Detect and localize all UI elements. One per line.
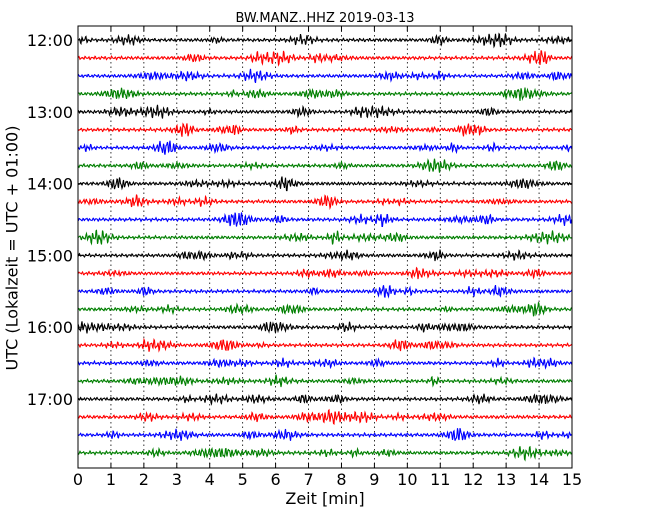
x-tick-label: 10 xyxy=(397,470,417,489)
x-tick-label: 0 xyxy=(73,470,83,489)
axis-ticks xyxy=(77,26,573,468)
trace-line xyxy=(77,302,573,317)
trace-line xyxy=(77,445,573,462)
tick-labels: 0 1 2 3 4 5 6 7 8 9 10 11 12 13 14 1512:0013:0014:0015:… xyxy=(27,31,582,489)
y-tick-label: 17:00 xyxy=(27,390,73,409)
x-tick-label: 2 xyxy=(139,470,149,489)
x-tick-label: 9 xyxy=(369,470,379,489)
trace-line xyxy=(77,176,573,192)
x-tick-label: 8 xyxy=(336,470,346,489)
trace-line xyxy=(77,122,573,137)
x-tick-label: 3 xyxy=(172,470,182,489)
y-tick-label: 16:00 xyxy=(27,318,73,337)
trace-line xyxy=(77,50,573,67)
trace-line xyxy=(77,32,573,49)
grid-lines xyxy=(110,26,540,468)
trace-line xyxy=(77,408,573,426)
trace-line xyxy=(77,229,573,246)
x-tick-label: 13 xyxy=(496,470,516,489)
y-tick-label: 15:00 xyxy=(27,246,73,265)
trace-line xyxy=(77,337,573,353)
trace-line xyxy=(77,104,573,119)
y-tick-label: 14:00 xyxy=(27,175,73,194)
trace-line xyxy=(77,87,573,101)
plot-frame xyxy=(77,25,573,469)
x-tick-label: 6 xyxy=(271,470,281,489)
x-tick-label: 11 xyxy=(430,470,450,489)
trace-line xyxy=(77,356,573,370)
x-axis-label: Zeit [min] xyxy=(285,489,365,508)
trace-line xyxy=(77,194,573,211)
trace-line xyxy=(77,321,573,334)
y-tick-label: 13:00 xyxy=(27,103,73,122)
x-tick-label: 4 xyxy=(205,470,215,489)
y-axis-label: UTC (Lokalzeit = UTC + 01:00) xyxy=(2,125,22,371)
y-tick-label: 12:00 xyxy=(27,31,73,50)
x-tick-label: 14 xyxy=(529,470,549,489)
trace-line xyxy=(77,428,573,441)
trace-line xyxy=(77,212,573,228)
x-tick-label: 15 xyxy=(562,470,582,489)
trace-line xyxy=(77,266,573,280)
trace-line xyxy=(77,140,573,155)
x-tick-label: 7 xyxy=(303,470,313,489)
trace-line xyxy=(77,374,573,388)
chart-title: BW.MANZ..HHZ 2019-03-13 xyxy=(235,11,415,26)
x-tick-label: 5 xyxy=(238,470,248,489)
x-tick-label: 12 xyxy=(463,470,483,489)
trace-line xyxy=(77,392,573,406)
trace-line xyxy=(77,68,573,84)
x-tick-label: 1 xyxy=(106,470,116,489)
trace-line xyxy=(77,249,573,262)
trace-line xyxy=(77,158,573,173)
trace-line xyxy=(77,284,573,299)
trace-group xyxy=(77,32,573,462)
